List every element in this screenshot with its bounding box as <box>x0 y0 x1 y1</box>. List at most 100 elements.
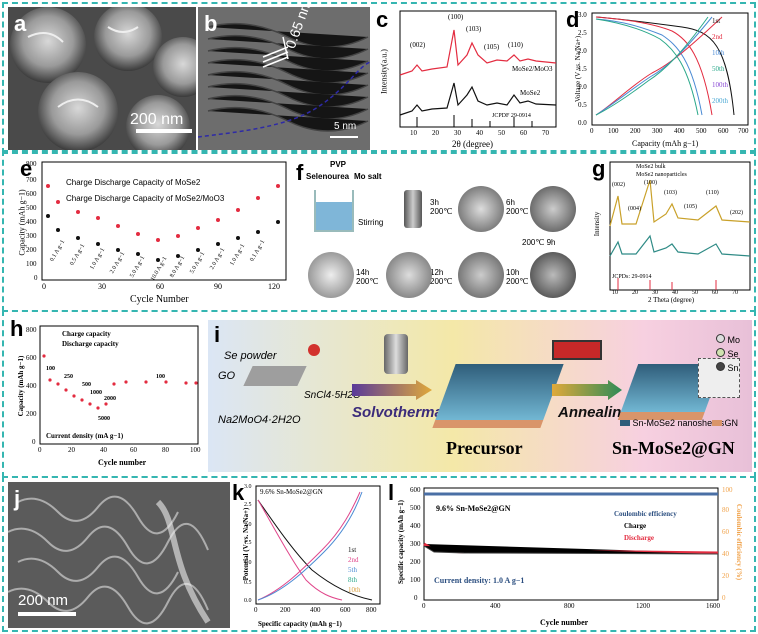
legend-sn-item: Sn <box>716 362 739 373</box>
label-product: Sn-MoSe2@GN <box>612 438 735 458</box>
beaker-icon <box>314 190 354 232</box>
panel-d-tick-y25: 2.5 <box>578 29 587 37</box>
panel-c-peak-100: (100) <box>448 13 464 21</box>
panel-k-title: 9.6% Sn-MoSe2@GN <box>260 488 323 496</box>
sem-10h <box>530 252 576 298</box>
label-precursor: Precursor <box>446 438 523 458</box>
legend-nanosheets: Sn-MoSe2 nanosheets <box>632 418 725 428</box>
panel-g-tick-70: 70 <box>732 290 738 296</box>
panel-l-tick-y200: 200 <box>410 558 421 566</box>
panel-g-peak-100: (100) <box>644 180 657 186</box>
panel-l-tick-y2-40: 40 <box>722 550 729 558</box>
reagent-na2moo4: Na2MoO4·2H2O <box>218 414 301 426</box>
panel-g-tick-20: 20 <box>632 290 638 296</box>
panel-j-letter: j <box>14 486 21 511</box>
xrd-curve-mose2 <box>399 82 557 116</box>
panel-h-tick-y0: 0 <box>32 438 36 446</box>
panel-f-step-6h: 6h 200℃ <box>506 198 528 216</box>
panel-g-tick-40: 40 <box>672 290 678 296</box>
panel-i-scheme: i Se powder GO SnCl4·5H2O Na2MoO4·2H2O S… <box>208 320 752 472</box>
reagent-se: Se powder <box>224 350 277 362</box>
label-annealing: Annealing <box>558 404 631 421</box>
panel-d-legend-1st: 1st <box>712 17 721 25</box>
panel-h-letter: h <box>10 316 24 341</box>
panel-l-xlabel: Cycle number <box>540 618 589 627</box>
panel-d-legend-50th: 50th <box>712 65 725 73</box>
panel-k-tick-y05: 0.5 <box>244 580 252 586</box>
panel-f-step-9h: 200℃ 9h <box>522 238 555 247</box>
panel-h-rate-chart: h Charge capacity Discharge capacity 100… <box>6 316 204 474</box>
step-10h-time: 10h <box>506 268 520 277</box>
tem-lattice <box>198 7 370 150</box>
panel-h-ylabel: Capacity (mAh g−1) <box>17 355 25 417</box>
panel-c-peak-105: (105) <box>484 43 500 51</box>
panel-d-tick-x0: 0 <box>590 127 594 135</box>
panel-e-tick-y300: 300 <box>26 232 37 240</box>
panel-l-ylabel: Specific capacity (mAh g−1) <box>397 500 405 584</box>
panel-d-letter: d <box>566 7 580 32</box>
sem-6h <box>530 186 576 232</box>
legend-mo: Mo <box>727 335 741 345</box>
sem-j-texture <box>8 482 230 628</box>
panel-h-rate-2000: 2000 <box>104 396 116 402</box>
reagent-sncl4: SnCl4·5H2O <box>304 390 361 401</box>
panel-e-legend-mose2-mooo3: Charge Discharge Capacity of MoSe2/MoO3 <box>66 194 225 203</box>
sem-14h <box>386 252 432 298</box>
nanosheet-swatch <box>620 420 630 426</box>
panel-h-tick-x60: 60 <box>130 446 137 454</box>
step-12h-time: 12h <box>430 268 444 277</box>
precursor-sheet <box>432 364 564 428</box>
panel-l-tick-y400: 400 <box>410 522 421 530</box>
panel-g-tick-10: 10 <box>612 290 618 296</box>
panel-h-tick-x80: 80 <box>162 446 169 454</box>
panel-d-tick-y10: 1.0 <box>578 83 587 91</box>
rate-points-mose2 <box>46 214 280 262</box>
panel-k-tick-x400: 400 <box>310 606 321 614</box>
panel-k-tick-y20: 2.0 <box>244 522 252 528</box>
panel-k-xlabel: Specific capacity (mAh g−1) <box>258 620 342 628</box>
panel-d-tick-y00: 0.0 <box>578 119 587 127</box>
panel-c-peak-103: (103) <box>466 25 482 33</box>
panel-h-tick-y600: 600 <box>26 354 37 362</box>
rate-chart-svg <box>41 161 287 281</box>
panel-d-tick-x500: 500 <box>696 127 707 135</box>
panel-d-tick-x300: 300 <box>652 127 663 135</box>
panel-l-legend-charge: Charge <box>624 522 647 530</box>
panel-l-tick-y2-0: 0 <box>722 594 726 602</box>
panel-e-tick-x90: 90 <box>214 282 222 291</box>
panel-c-peak-110: (110) <box>508 41 523 49</box>
panel-h-tick-x100: 100 <box>190 446 201 454</box>
panel-d-tick-x400: 400 <box>674 127 685 135</box>
panel-l-tick-y2-80: 80 <box>722 506 729 514</box>
panel-g-legend-bulk: MoSe2 bulk <box>636 164 666 170</box>
panel-g-ref: JCPDs: 29-0914 <box>612 274 652 280</box>
rate-h-svg <box>39 325 199 445</box>
panel-k-letter: k <box>232 480 245 505</box>
panel-h-rate-500: 500 <box>82 382 91 388</box>
panel-f-letter: f <box>296 160 304 185</box>
panel-b-letter: b <box>204 11 218 36</box>
legend-se: Se <box>727 349 739 359</box>
gn-swatch <box>712 420 722 426</box>
panel-d-tick-x100: 100 <box>608 127 619 135</box>
step-3h-temp: 200℃ <box>430 207 453 216</box>
panel-e-tick-y0: 0 <box>34 274 38 282</box>
panel-j-scalebar <box>18 612 76 616</box>
panel-k-legend-2nd: 2nd <box>348 556 359 564</box>
panel-h-rate-100b: 100 <box>156 374 165 380</box>
panel-g-xrd-chart: g MoSe2 bulk MoSe2 nanoparticles (002) (… <box>588 156 754 308</box>
panel-k-legend-10th: 10th <box>348 586 361 594</box>
panel-e-tick-y400: 400 <box>26 218 37 226</box>
panel-e-tick-x30: 30 <box>98 282 106 291</box>
panel-d-tick-x600: 600 <box>718 127 729 135</box>
furnace-icon <box>552 340 602 360</box>
panel-h-rate-250: 250 <box>64 374 73 380</box>
legend-mo-item: Mo <box>716 334 740 345</box>
panel-g-peak-004: (004) <box>628 206 641 212</box>
panel-f-step-14h: 14h 200℃ <box>356 268 378 286</box>
panel-k-tick-y10: 1.0 <box>244 560 252 566</box>
panel-l-tick-x1600: 1600 <box>706 602 720 610</box>
panel-c-series-mose2-mooo3: MoSe2/MoO3 <box>512 65 553 73</box>
legend-mo-dot <box>716 334 725 343</box>
panel-k-legend-5th: 5th <box>348 566 357 574</box>
